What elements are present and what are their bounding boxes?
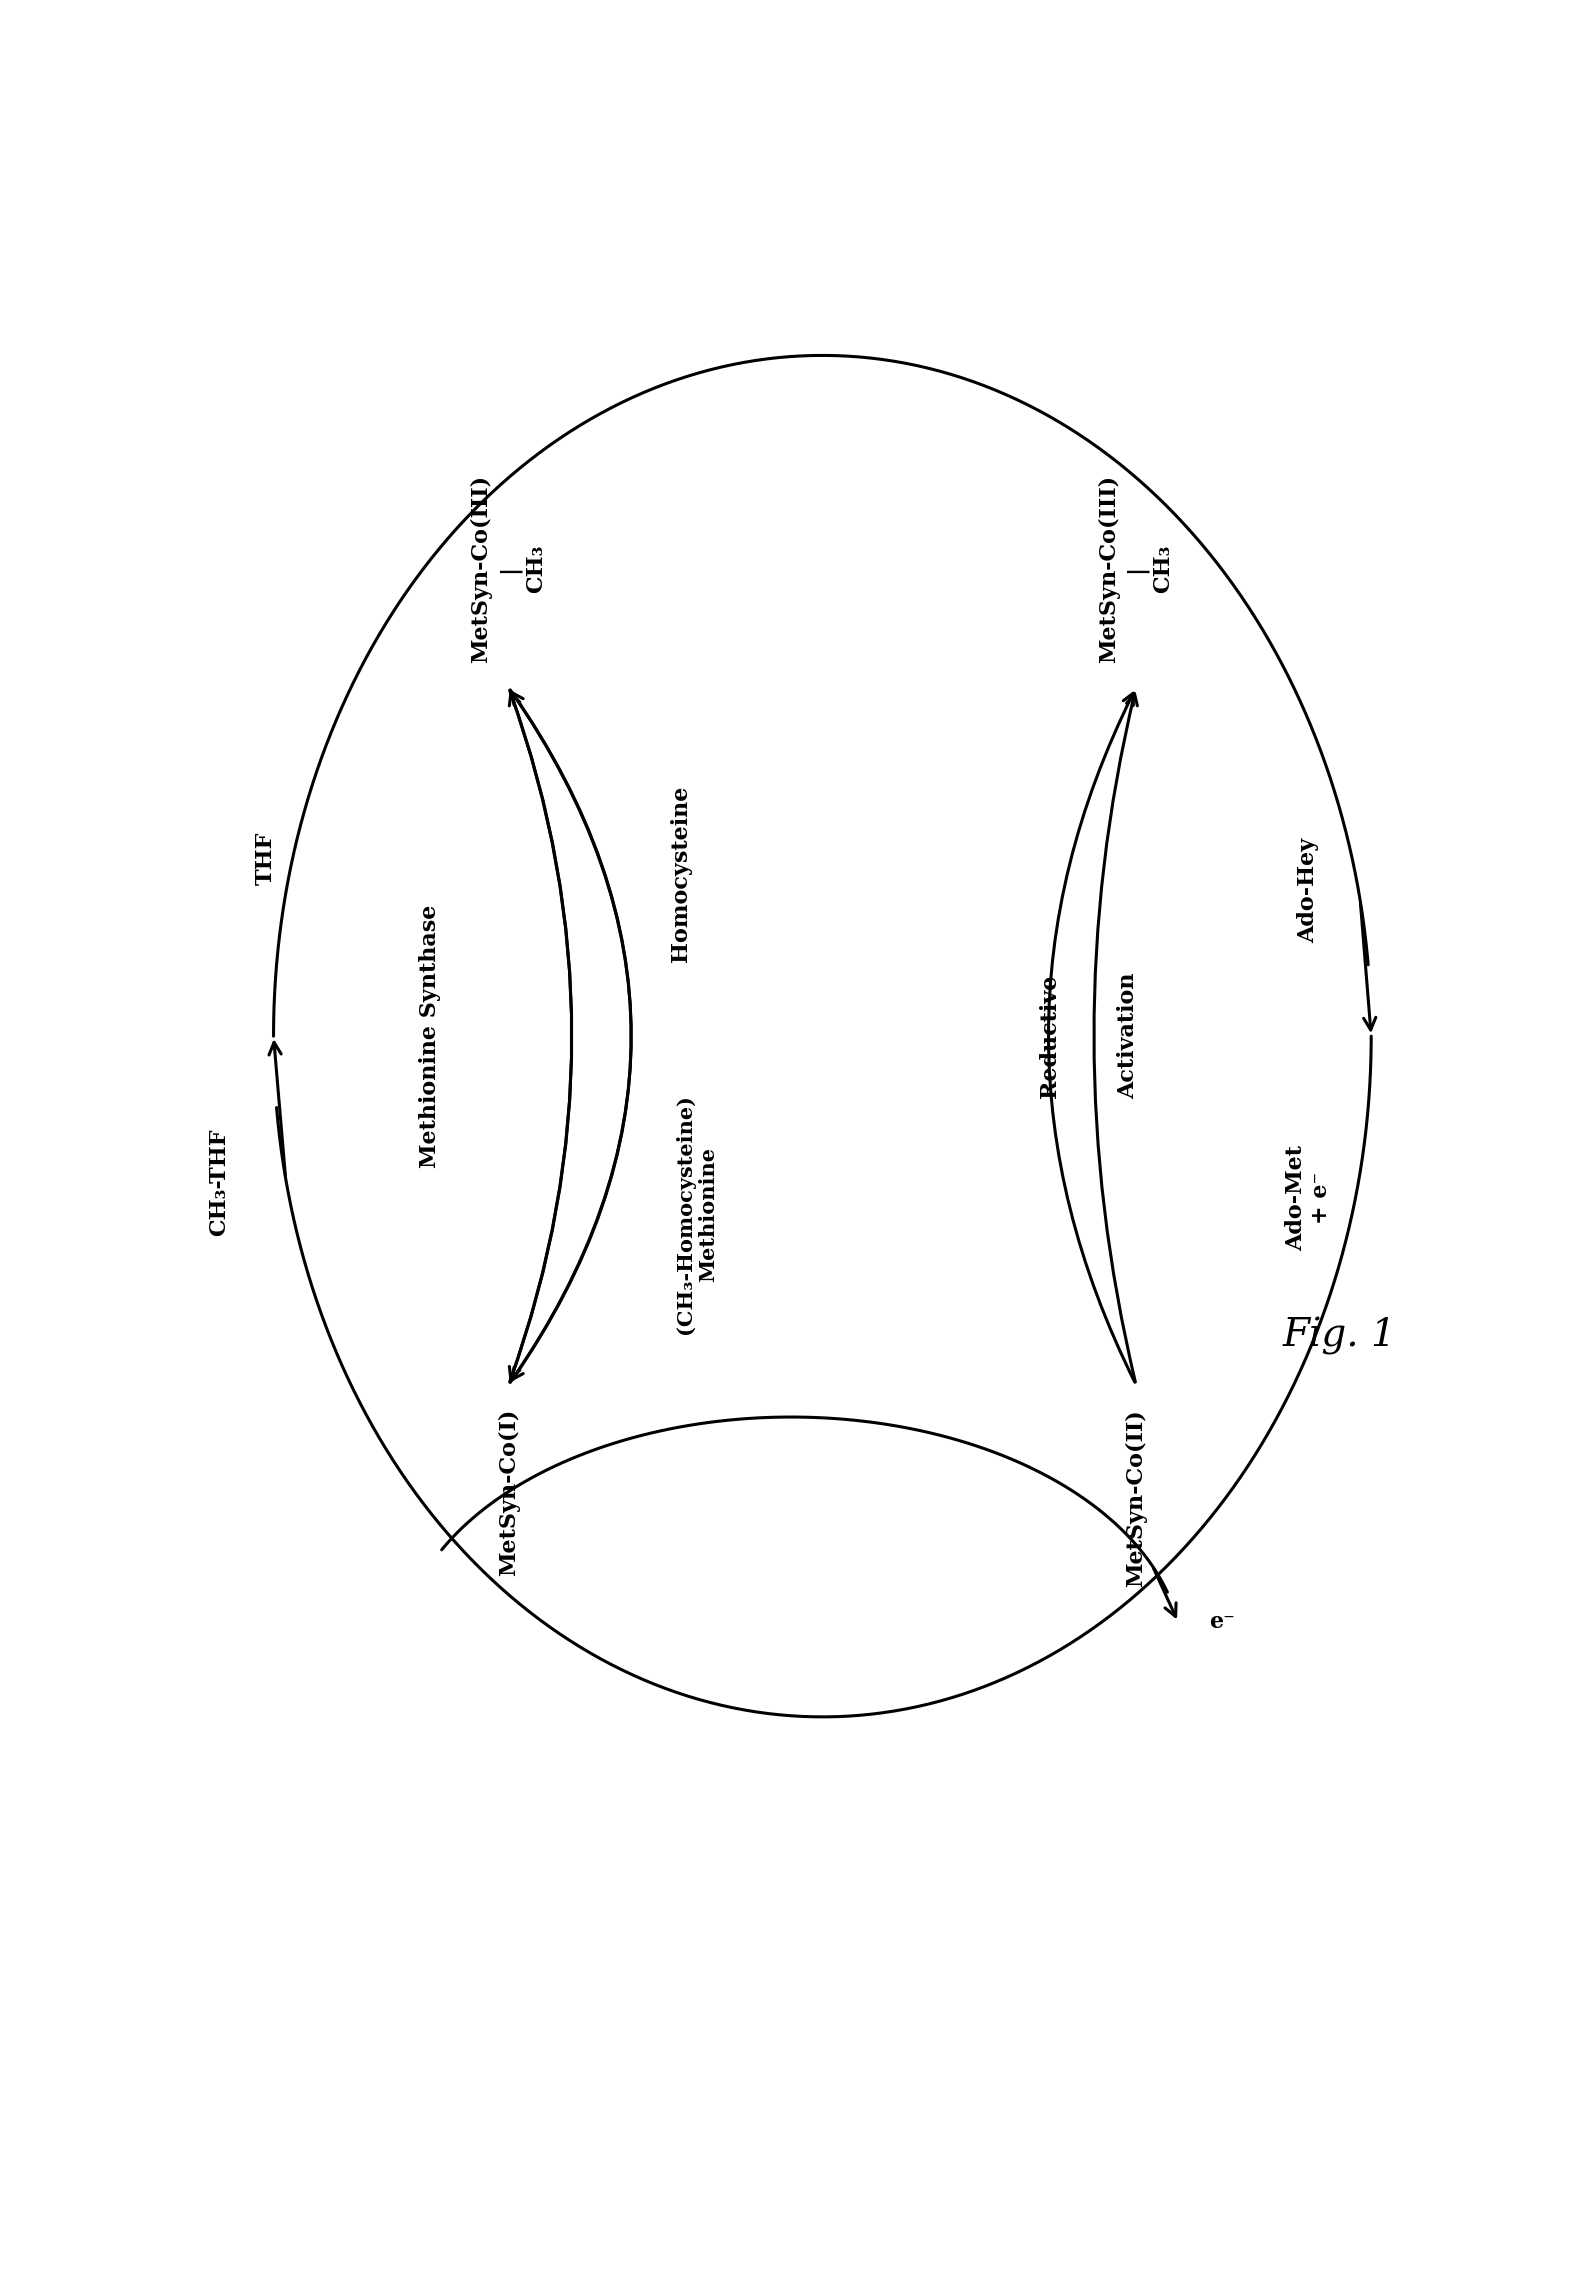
- Text: Fig. 1: Fig. 1: [1283, 1317, 1397, 1356]
- Text: Ado-Hey: Ado-Hey: [1297, 838, 1319, 943]
- Text: Homocysteine: Homocysteine: [671, 785, 693, 961]
- Text: Reductive: Reductive: [1039, 975, 1062, 1098]
- Text: e⁻: e⁻: [1210, 1612, 1236, 1632]
- Text: MetSyn-Co(III)
|
CH₃: MetSyn-Co(III) | CH₃: [1098, 475, 1174, 664]
- Text: (CH₃-Homocysteine)
Methionine: (CH₃-Homocysteine) Methionine: [676, 1094, 718, 1333]
- Text: CH₃-THF: CH₃-THF: [207, 1128, 229, 1235]
- Text: THF: THF: [255, 831, 277, 884]
- Text: Activation: Activation: [1117, 973, 1139, 1100]
- Text: Methionine Synthase: Methionine Synthase: [419, 904, 441, 1169]
- Text: MetSyn-Co(II): MetSyn-Co(II): [1125, 1409, 1147, 1587]
- Text: MetSyn-Co(I): MetSyn-Co(I): [498, 1409, 520, 1575]
- Text: MetSyn-Co(III)
|
CH₃: MetSyn-Co(III) | CH₃: [470, 475, 547, 664]
- Text: Ado-Met
+ e⁻: Ado-Met + e⁻: [1285, 1146, 1332, 1251]
